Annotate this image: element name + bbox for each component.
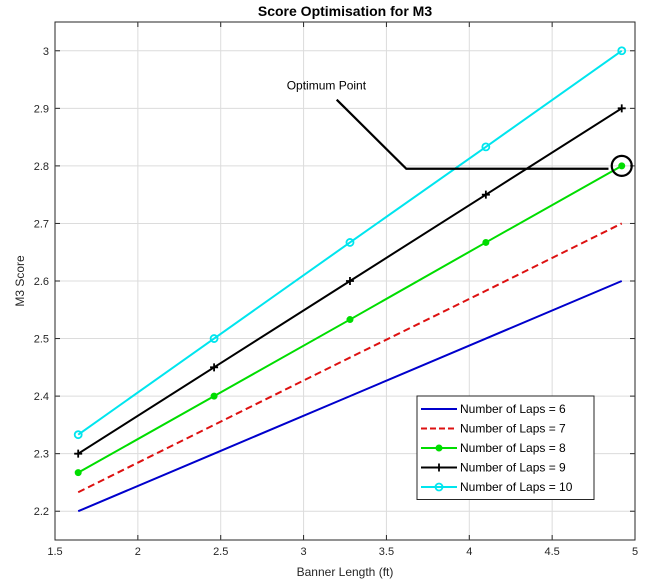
series-4-point [74,449,83,458]
x-axis-label: Banner Length (ft) [297,565,394,579]
y-tick-label: 2.2 [34,506,49,518]
x-tick-label: 4 [466,546,472,558]
series-3-point [346,316,354,324]
x-tick-label: 3 [301,546,307,558]
annotation-arrow [335,98,609,170]
legend-marker-3 [435,444,443,452]
series-line-2 [77,222,623,494]
series-3-point [482,238,490,246]
legend-marker-5 [434,482,444,492]
series-group [73,46,627,513]
y-tick-label: 2.5 [34,334,49,346]
series-5-point [345,238,355,247]
legend-label-5: Number of Laps = 10 [460,480,573,494]
legend: Number of Laps = 6 Number of Laps = 7 Numb… [416,395,595,500]
y-tick-label: 2.3 [34,449,49,461]
legend-label-3: Number of Laps = 8 [460,441,566,455]
series-4-point [617,104,626,113]
y-tick-label: 2.7 [34,218,49,230]
legend-label-2: Number of Laps = 7 [460,422,566,436]
series-4-point [345,277,354,285]
x-tick-label: 2.5 [213,546,228,558]
series-line-1 [77,280,623,513]
y-tick-label: 2.8 [34,161,49,173]
series-4-point [481,190,490,199]
y-tick-label: 2.6 [34,276,49,288]
series-line-5 [77,49,623,436]
series-3-point [210,392,218,400]
series-3-point [74,469,82,477]
series-3-point [618,162,626,170]
annotation-label: Optimum Point [287,79,367,93]
y-tick-label: 3 [43,46,49,58]
ticks: 1.5 2 2.5 3 3.5 4 4.5 5 2.2 2.3 2.4 2.5 2.6 2.7 2.8 2.9… [34,22,638,558]
y-axis-label: M3 Score [13,255,27,307]
annotation: Optimum Point [287,79,633,177]
x-tick-label: 2 [135,546,141,558]
x-tick-label: 4.5 [544,546,559,558]
legend-label-4: Number of Laps = 9 [460,461,566,475]
series-4-point [210,363,219,372]
y-tick-label: 2.4 [34,391,49,403]
x-tick-label: 5 [632,546,638,558]
legend-marker-4 [435,463,443,472]
series-5-point [73,430,83,440]
series-5-point [209,334,219,343]
legend-label-1: Number of Laps = 6 [460,402,566,416]
optimum-point-circle [610,154,633,177]
x-tick-label: 1.5 [47,546,62,558]
y-tick-label: 2.9 [34,103,49,115]
x-tick-label: 3.5 [379,546,394,558]
series-5-point [481,142,491,152]
series-5-point [617,46,627,56]
chart-title: Score Optimisation for M3 [258,3,432,19]
